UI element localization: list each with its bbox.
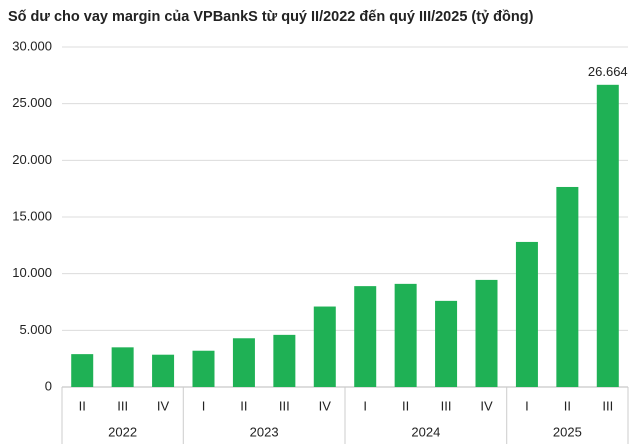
y-tick-label: 15.000 (12, 208, 52, 223)
bar (111, 347, 134, 387)
bar (515, 241, 538, 387)
y-tick-label: 25.000 (12, 95, 52, 110)
y-tick-label: 10.000 (12, 265, 52, 280)
bar (556, 186, 579, 387)
x-tick-label: I (202, 398, 206, 413)
y-tick-label: 5.000 (19, 322, 52, 337)
group-label: 2023 (250, 424, 279, 439)
x-tick-label: I (525, 398, 529, 413)
x-tick-label: IV (157, 398, 170, 413)
bar (192, 350, 215, 387)
bar (435, 300, 458, 387)
bar (354, 286, 377, 387)
bar (71, 354, 94, 387)
x-tick-label: I (363, 398, 367, 413)
group-label: 2022 (108, 424, 137, 439)
x-tick-label: II (79, 398, 86, 413)
x-tick-label: III (441, 398, 452, 413)
y-tick-label: 20.000 (12, 152, 52, 167)
bar (596, 84, 619, 388)
bar (313, 306, 336, 387)
x-tick-label: IV (319, 398, 332, 413)
x-tick-label: II (240, 398, 247, 413)
x-tick-label: II (564, 398, 571, 413)
bar (475, 279, 498, 387)
value-label: 26.664 (588, 64, 628, 79)
chart-title: Số dư cho vay margin của VPBankS từ quý … (8, 9, 534, 25)
bar (232, 338, 255, 387)
bar (394, 283, 417, 387)
bar (273, 334, 296, 387)
x-tick-label: III (279, 398, 290, 413)
group-label: 2024 (411, 424, 440, 439)
x-tick-label: IV (480, 398, 493, 413)
bar (152, 354, 175, 387)
group-label: 2025 (553, 424, 582, 439)
x-tick-label: III (602, 398, 613, 413)
x-tick-label: III (117, 398, 128, 413)
y-tick-label: 0 (45, 378, 52, 393)
x-tick-label: II (402, 398, 409, 413)
y-tick-label: 30.000 (12, 38, 52, 53)
